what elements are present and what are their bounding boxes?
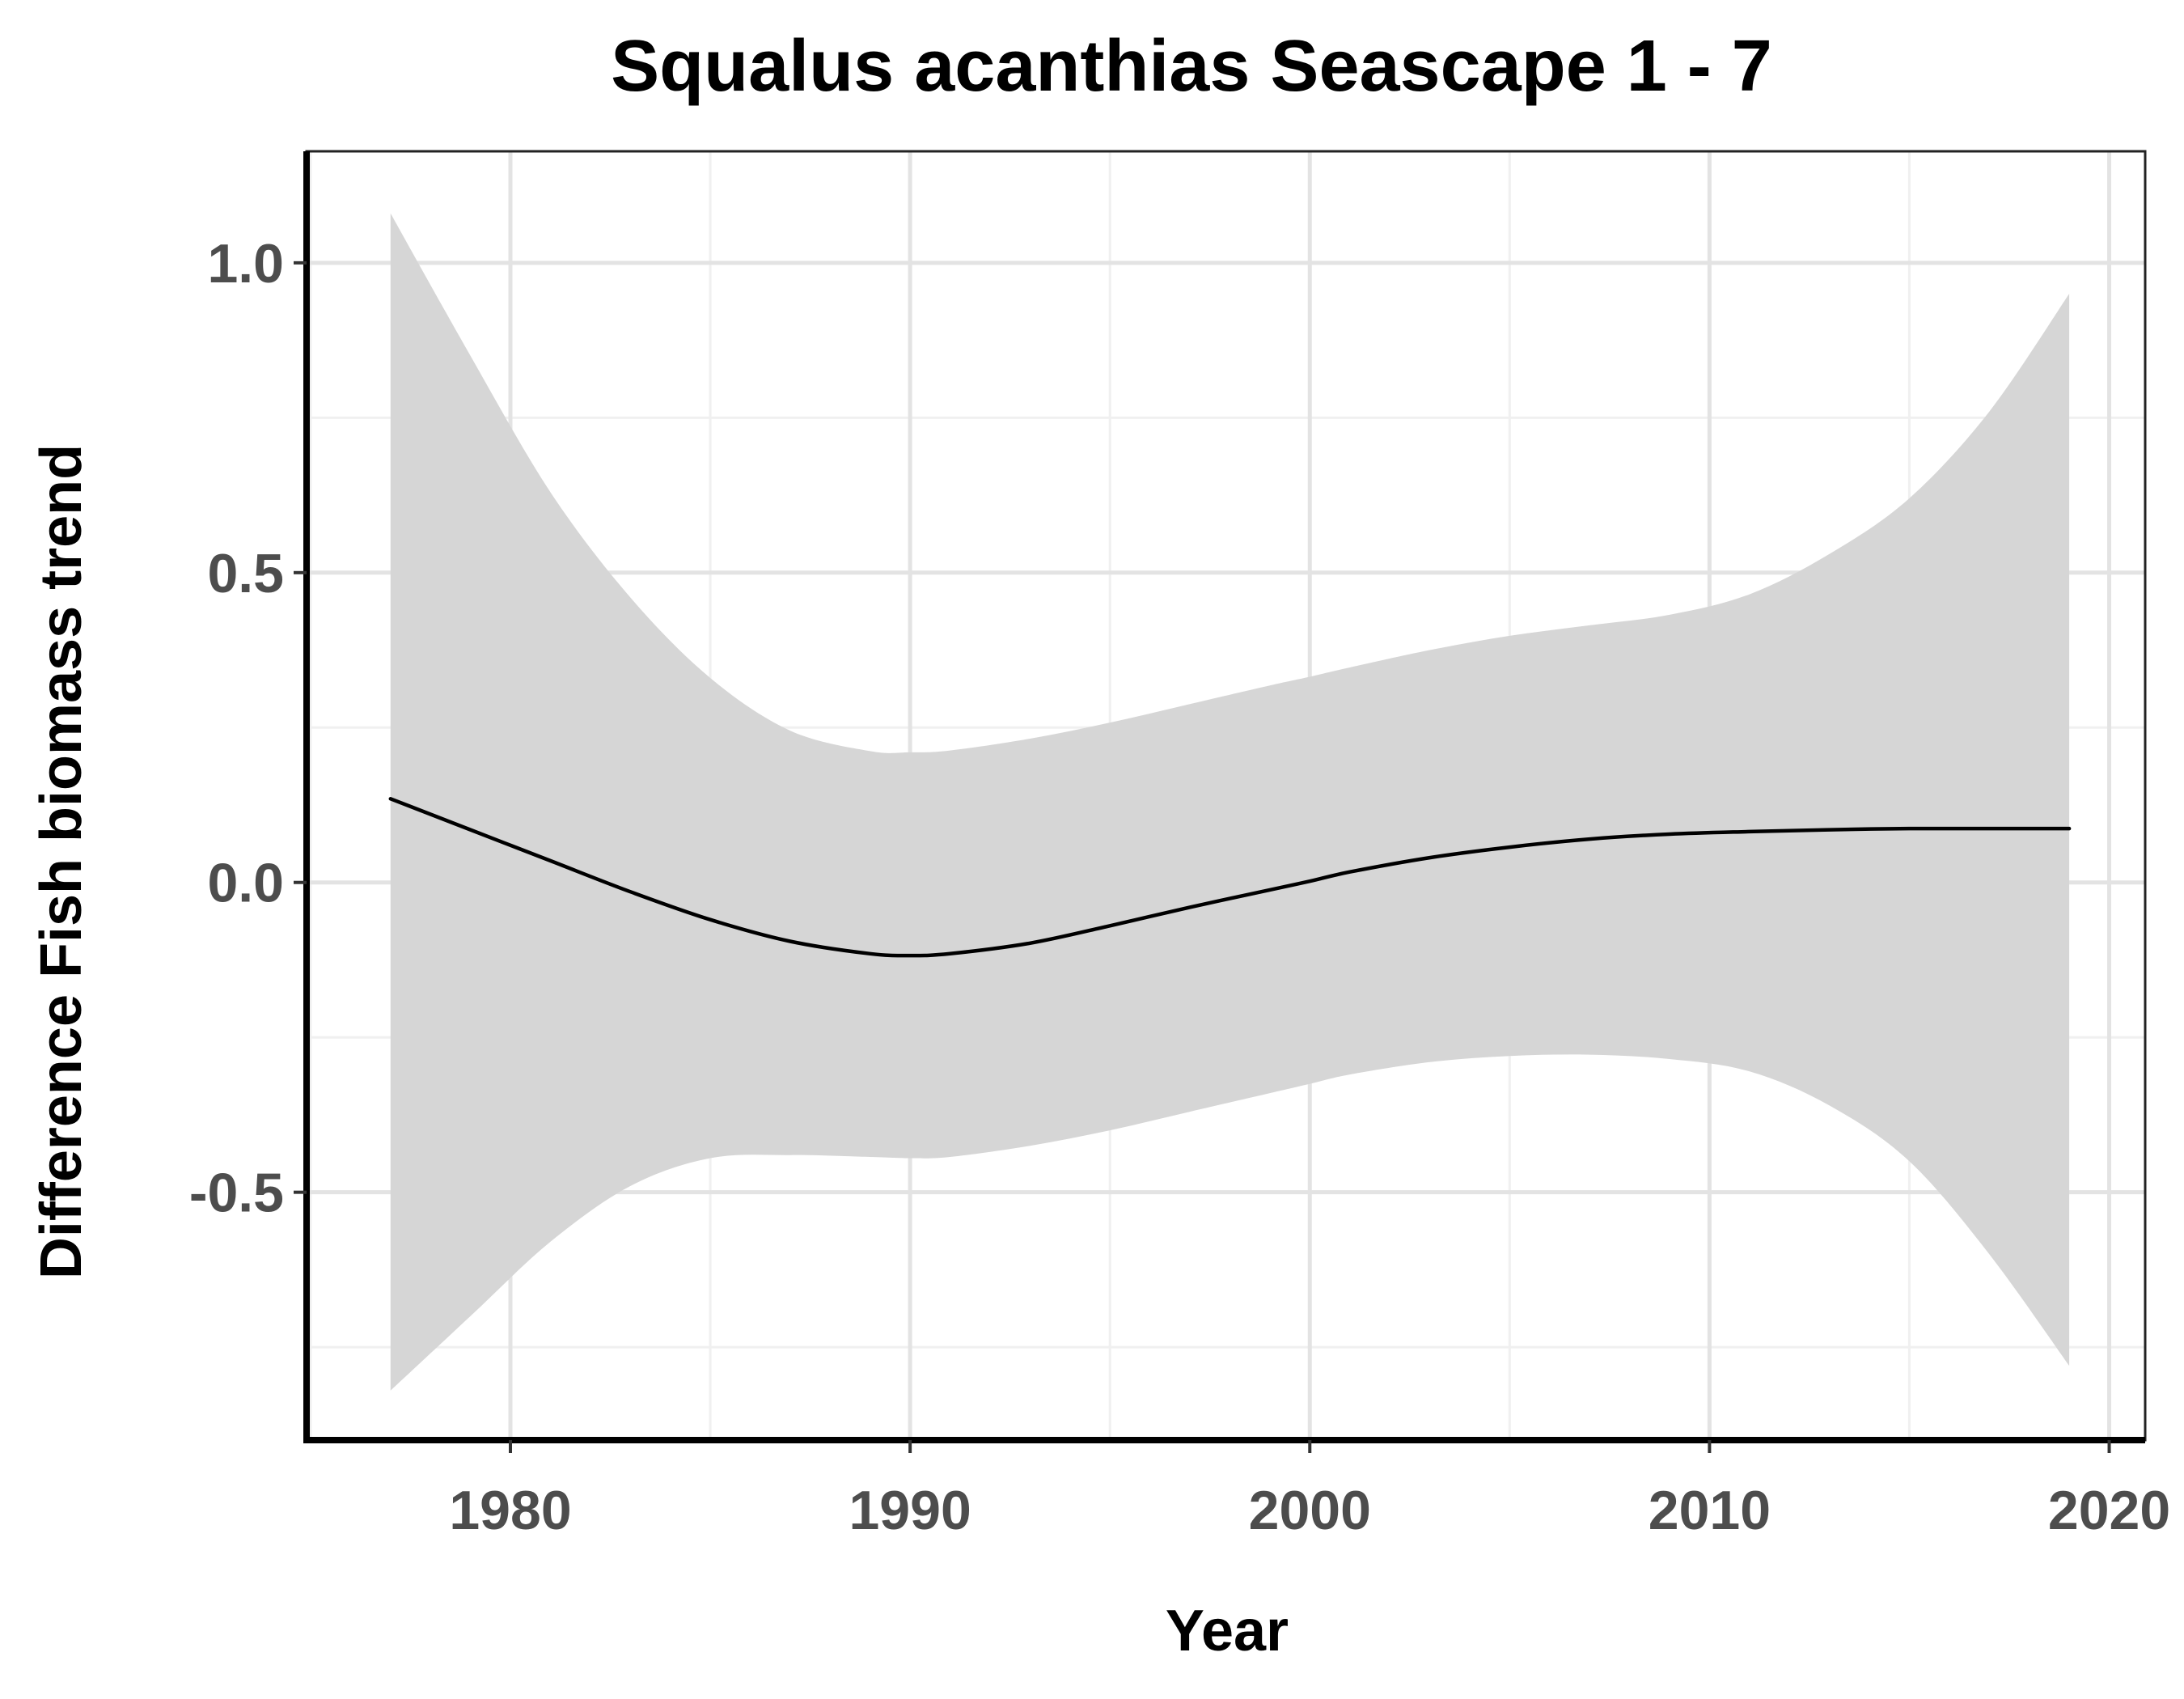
x-tick-label: 2000: [1249, 1480, 1371, 1541]
chart-title: Squalus acanthias Seascape 1 - 7: [611, 26, 1772, 107]
confidence-band: [390, 213, 2070, 1391]
confidence-band-layer: [390, 213, 2070, 1391]
x-tick-label: 1980: [449, 1480, 571, 1541]
y-tick-label: 0.0: [207, 853, 284, 914]
x-tick-label: 2010: [1649, 1480, 1771, 1541]
axes: [294, 150, 2147, 1453]
x-tick-label: 2020: [2048, 1480, 2170, 1541]
x-axis-title: Year: [1166, 1599, 1289, 1663]
trend-line: [388, 797, 2072, 958]
y-tick-label: 0.5: [207, 543, 284, 604]
y-tick-label: 1.0: [207, 233, 284, 294]
tick-labels: 1980 1990 2000 2010 2020 -0.5 0.0 0.5 1.0: [189, 233, 2170, 1541]
y-tick-label: -0.5: [189, 1163, 284, 1224]
x-tick-label: 1990: [849, 1480, 971, 1541]
trend-line-layer: [388, 797, 2072, 958]
y-axis-title: Difference Fish biomass trend: [29, 444, 94, 1279]
